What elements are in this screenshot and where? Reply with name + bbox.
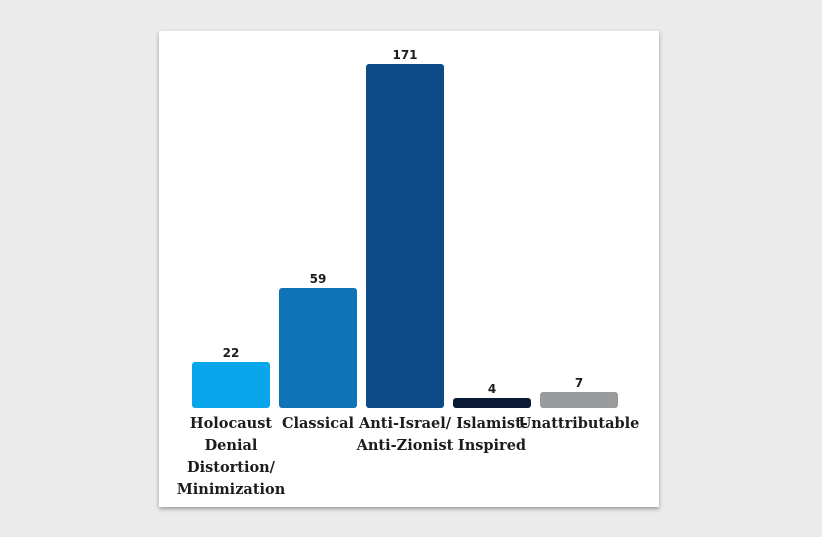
data-label-4: 7: [575, 376, 583, 390]
data-label-0: 22: [223, 346, 240, 360]
data-label-2: 171: [392, 48, 417, 62]
data-label-3: 4: [488, 382, 496, 396]
data-label-1: 59: [310, 272, 327, 286]
bar-4: [540, 392, 618, 408]
category-label-0-0: Holocaust: [190, 415, 272, 432]
category-label-3-0: Islamist-: [456, 415, 528, 432]
category-label-0-2: Distortion/: [187, 459, 276, 476]
bar-2: [366, 64, 444, 408]
category-label-2-0: Anti-Israel/: [358, 415, 452, 432]
category-label-0-3: Minimization: [177, 481, 286, 498]
category-label-3-1: Inspired: [458, 437, 526, 454]
category-label-2-1: Anti-Zionist: [356, 437, 454, 454]
bar-1: [279, 288, 357, 408]
category-label-0-1: Denial: [205, 437, 258, 454]
category-label-1-0: Classical: [282, 415, 355, 432]
category-label-4-0: Unattributable: [519, 415, 640, 432]
bar-0: [192, 362, 270, 408]
bar-3: [453, 398, 531, 408]
